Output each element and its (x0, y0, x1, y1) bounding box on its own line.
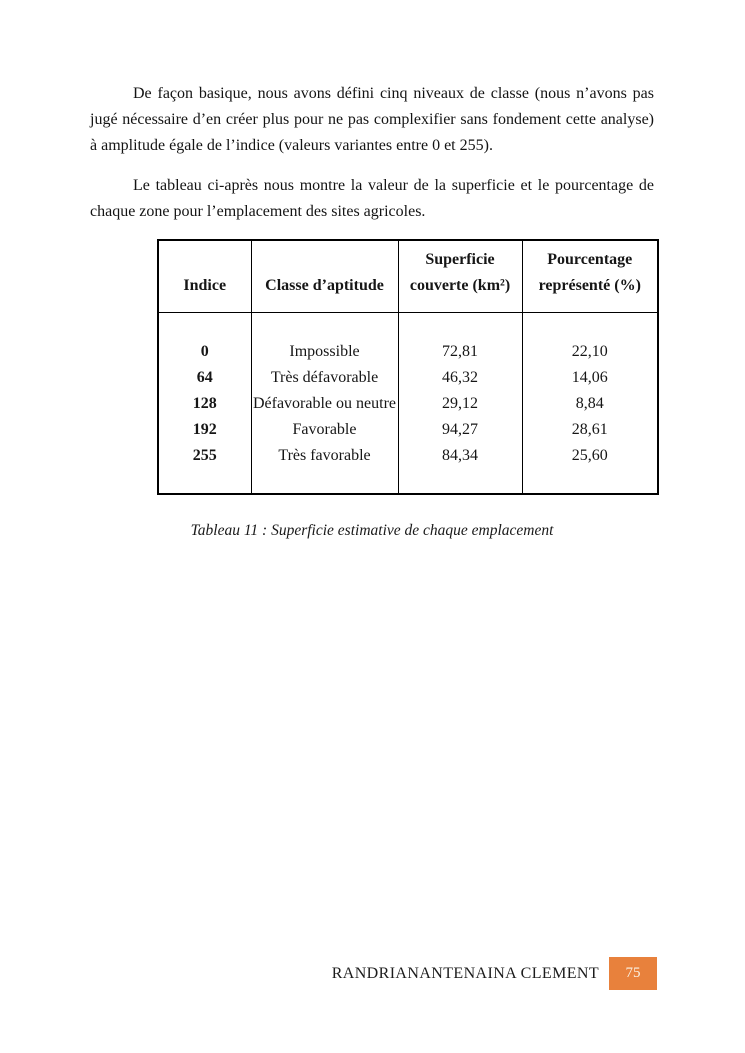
cell-classe: Très favorable (250, 443, 399, 469)
cell-superficie: 29,12 (397, 391, 523, 417)
table-body: 0 Impossible 72,81 22,10 64 Très défavor… (157, 312, 659, 494)
footer-author: RANDRIANANTENAINA CLEMENT (331, 964, 599, 982)
spacer-cell (521, 469, 659, 494)
column-header-superficie: Superficie couverte (km²) (397, 239, 523, 313)
cell-classe: Impossible (250, 339, 399, 365)
paragraph-table-intro: Le tableau ci-après nous montre la valeu… (90, 177, 654, 220)
table-spacer-row (157, 469, 659, 494)
cell-superficie: 84,34 (397, 443, 523, 469)
table-row: 192 Favorable 94,27 28,61 (157, 417, 659, 443)
cell-pourcentage: 28,61 (521, 417, 659, 443)
cell-indice: 64 (157, 365, 252, 391)
cell-pourcentage: 25,60 (521, 443, 659, 469)
spacer-cell (397, 469, 523, 494)
cell-superficie: 94,27 (397, 417, 523, 443)
cell-classe: Très défavorable (250, 365, 399, 391)
cell-pourcentage: 14,06 (521, 365, 659, 391)
cell-pourcentage: 22,10 (521, 339, 659, 365)
page-number-badge: 75 (609, 957, 657, 990)
table-caption: Tableau 11 : Superficie estimative de ch… (190, 522, 554, 539)
column-header-indice: Indice (157, 239, 252, 313)
cell-pourcentage: 8,84 (521, 391, 659, 417)
column-header-pourcentage: Pourcentage représenté (%) (521, 239, 659, 313)
page-footer: RANDRIANANTENAINA CLEMENT 75 (332, 957, 657, 990)
table-spacer-row (157, 312, 659, 339)
page-content: De façon basique, nous avons défini cinq… (90, 81, 659, 540)
cell-classe: Favorable (250, 417, 399, 443)
table-header-row: Indice Classe d’aptitude Superficie couv… (157, 239, 659, 313)
column-header-classe: Classe d’aptitude (250, 239, 399, 313)
table-row: 128 Défavorable ou neutre 29,12 8,84 (157, 391, 659, 417)
spacer-cell (397, 312, 523, 339)
aptitude-table: Indice Classe d’aptitude Superficie couv… (157, 239, 659, 495)
table-row: 0 Impossible 72,81 22,10 (157, 339, 659, 365)
spacer-cell (157, 469, 252, 494)
cell-indice: 0 (157, 339, 252, 365)
table-row: 64 Très défavorable 46,32 14,06 (157, 365, 659, 391)
cell-indice: 255 (157, 443, 252, 469)
spacer-cell (157, 312, 252, 339)
table-header: Indice Classe d’aptitude Superficie couv… (157, 239, 659, 313)
paragraph-intro: De façon basique, nous avons défini cinq… (90, 85, 654, 154)
spacer-cell (521, 312, 659, 339)
cell-superficie: 72,81 (397, 339, 523, 365)
cell-indice: 192 (157, 417, 252, 443)
cell-superficie: 46,32 (397, 365, 523, 391)
cell-classe: Défavorable ou neutre (250, 391, 399, 417)
spacer-cell (250, 469, 399, 494)
spacer-cell (250, 312, 399, 339)
table-row: 255 Très favorable 84,34 25,60 (157, 443, 659, 469)
cell-indice: 128 (157, 391, 252, 417)
